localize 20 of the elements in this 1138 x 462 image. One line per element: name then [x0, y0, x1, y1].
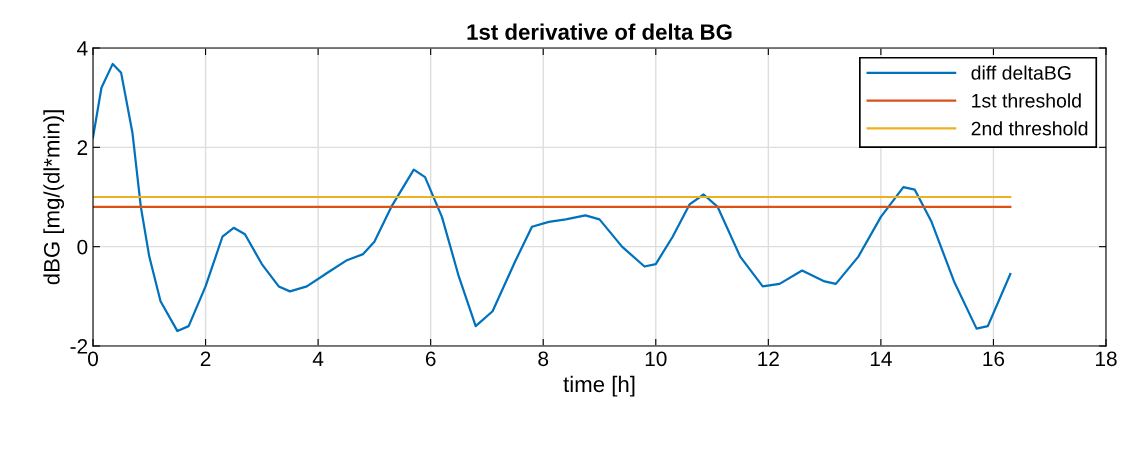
y-tick-label: -2	[70, 339, 88, 354]
y-tick-label: 2	[77, 140, 88, 155]
x-tick-label: 10	[645, 351, 667, 367]
x-tick-label: 2	[200, 351, 211, 366]
y-axis-title: dBG [mg/(dl*min)]	[43, 110, 65, 285]
legend-label: diff deltaBG	[971, 65, 1071, 80]
legend-label: 2nd threshold	[971, 121, 1088, 136]
x-axis-title: time [h]	[563, 375, 635, 397]
x-tick-label: 4	[312, 351, 324, 366]
x-tick-label: 18	[1096, 351, 1117, 367]
y-tick-label: 0	[77, 239, 88, 255]
chart-title: 1st derivative of delta BG	[467, 23, 732, 40]
y-tick-label: 4	[77, 41, 88, 56]
x-tick-label: 0	[88, 351, 98, 367]
x-tick-label: 12	[758, 351, 779, 366]
x-tick-label: 8	[538, 351, 549, 367]
x-tick-label: 6	[425, 351, 436, 367]
legend-label: 1st threshold	[972, 93, 1081, 108]
x-tick-label: 16	[983, 351, 1005, 367]
x-tick-label: 14	[870, 351, 892, 366]
